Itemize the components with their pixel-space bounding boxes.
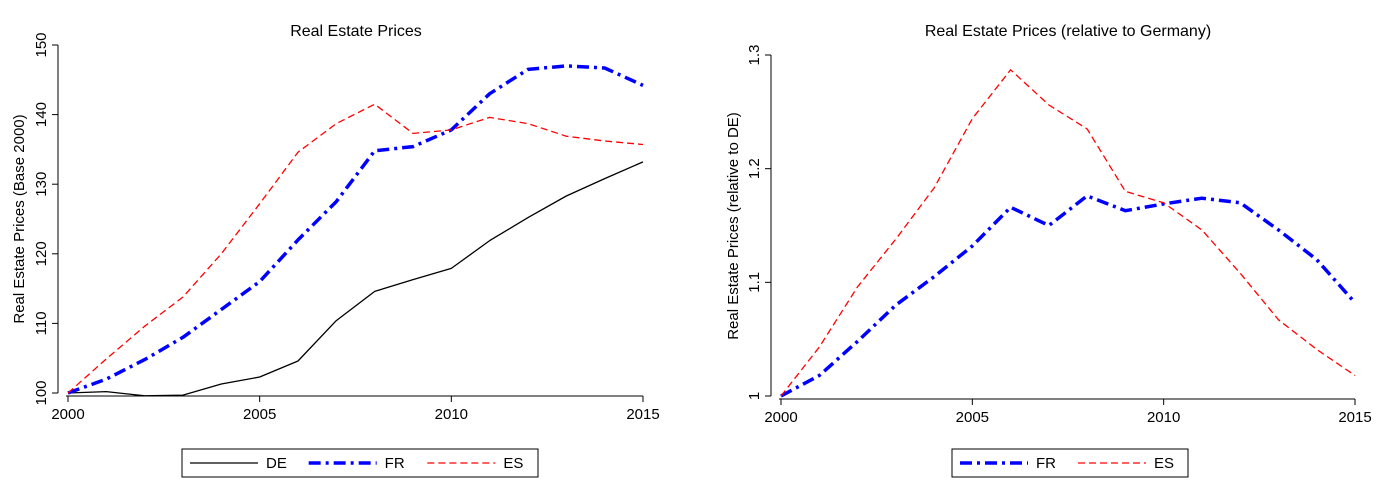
- y-tick-label: 1.3: [746, 45, 763, 66]
- y-tick-label: 100: [33, 380, 50, 405]
- x-tick-label: 2005: [956, 409, 989, 426]
- series-line-fr: [780, 194, 1357, 398]
- series-line-de: [67, 161, 644, 397]
- y-tick-label: 1: [746, 392, 763, 400]
- legend: FR ES: [951, 448, 1189, 478]
- legend: DE FR ES: [181, 448, 539, 478]
- series-line-es: [67, 103, 644, 394]
- series-line-es: [780, 69, 1356, 397]
- x-tick-label: 2005: [243, 406, 276, 423]
- x-tick-label: 2000: [764, 409, 797, 426]
- y-tick-label: 140: [33, 102, 50, 127]
- y-tick-label: 120: [33, 241, 50, 266]
- y-tick-label: 150: [33, 32, 50, 57]
- series-line-fr: [67, 64, 644, 395]
- x-tick-label: 2010: [1147, 409, 1180, 426]
- y-axis-label: Real Estate Prices (relative to DE): [725, 112, 742, 340]
- y-tick-label: 110: [33, 311, 50, 335]
- y-tick-label: 130: [33, 172, 50, 197]
- x-tick-label: 2015: [1338, 409, 1371, 426]
- chart-title: Real Estate Prices: [290, 23, 422, 40]
- legend-label-fr: FR: [385, 455, 405, 472]
- y-axis-label: Real Estate Prices (Base 2000): [11, 114, 28, 323]
- chart-panel-1: Real Estate Prices Real Estate Prices (Ba…: [11, 23, 660, 478]
- legend-label-es: ES: [1154, 455, 1174, 472]
- x-tick-label: 2015: [626, 406, 659, 423]
- y-tick-label: 1.2: [746, 158, 763, 179]
- x-tick-label: 2000: [51, 406, 84, 423]
- legend-label-de: DE: [266, 455, 287, 472]
- chart-title: Real Estate Prices (relative to Germany): [925, 23, 1211, 40]
- x-tick-label: 2010: [435, 406, 468, 423]
- chart-panel-2: Real Estate Prices (relative to Germany)…: [725, 23, 1372, 478]
- legend-label-es: ES: [503, 455, 523, 472]
- y-tick-label: 1.1: [746, 272, 763, 293]
- legend-label-fr: FR: [1036, 455, 1056, 472]
